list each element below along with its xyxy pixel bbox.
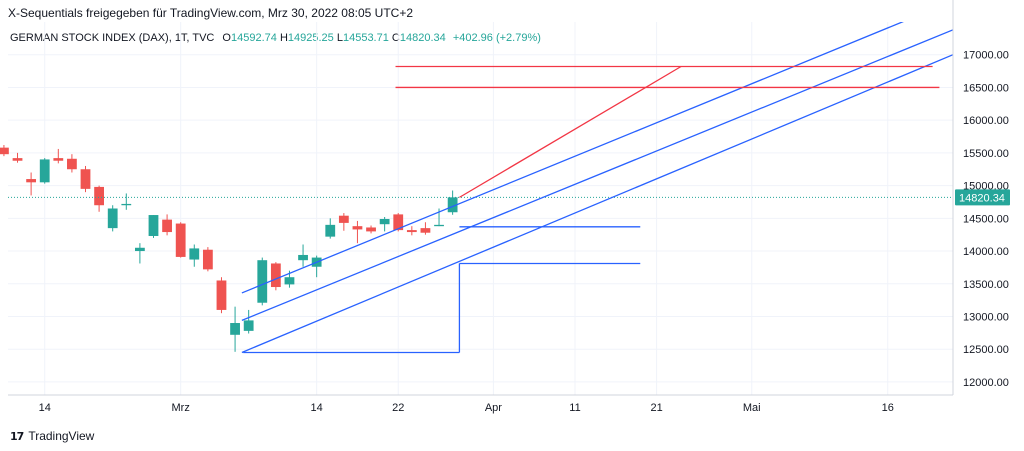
candle-body bbox=[67, 158, 77, 170]
candle-body bbox=[284, 277, 295, 285]
open-value: 14592.74 bbox=[230, 32, 277, 44]
last-price-label: 14820.34 bbox=[959, 192, 1005, 204]
x-tick-label: Mrz bbox=[172, 402, 190, 414]
grid-lines bbox=[8, 22, 953, 395]
candle-body bbox=[107, 208, 118, 229]
drawings bbox=[8, 22, 953, 354]
candle-body bbox=[270, 263, 281, 288]
drawing-group bbox=[241, 22, 953, 354]
x-tick-label: 11 bbox=[569, 402, 580, 414]
share-header: X-Sequentials freigegeben für TradingVie… bbox=[8, 6, 413, 20]
candle-body bbox=[338, 215, 349, 223]
x-tick-label: 14 bbox=[39, 402, 51, 414]
y-tick-label: 17000.00 bbox=[963, 50, 1009, 62]
x-tick-label: 21 bbox=[650, 402, 662, 414]
axes: 12000.00 12500.00 13000.00 13500.00 14000.00… bbox=[8, 0, 1010, 414]
low-value: 14553.71 bbox=[342, 32, 389, 44]
candle-body bbox=[0, 147, 9, 155]
candles bbox=[0, 145, 458, 352]
candle-body bbox=[366, 227, 376, 232]
footer-brand: TradingView bbox=[28, 429, 95, 443]
candle-body bbox=[26, 179, 37, 183]
candle-body bbox=[39, 159, 50, 183]
y-tick-label: 13000.00 bbox=[963, 311, 1009, 323]
x-tick-label: 22 bbox=[392, 402, 404, 414]
candle-body bbox=[175, 223, 186, 257]
candle-body bbox=[406, 230, 417, 233]
close-label: C bbox=[391, 32, 400, 44]
y-tick-label: 16000.00 bbox=[963, 115, 1009, 127]
y-tick-label: 13500.00 bbox=[963, 279, 1009, 291]
candle-body bbox=[393, 214, 404, 231]
candle-body bbox=[298, 254, 308, 261]
x-tick-label: 14 bbox=[311, 402, 323, 414]
candle-body bbox=[230, 323, 240, 335]
candle-body bbox=[12, 158, 23, 161]
last-price-badge bbox=[955, 189, 1010, 206]
symbol-label[interactable]: GERMAN STOCK INDEX (DAX), 1T, TVC bbox=[10, 32, 215, 44]
share-header-text: X-Sequentials freigegeben für TradingVie… bbox=[8, 6, 414, 20]
high-label: H bbox=[279, 32, 288, 44]
candle-body bbox=[243, 320, 254, 331]
y-tick-label: 14000.00 bbox=[963, 246, 1009, 258]
candle-body bbox=[53, 158, 64, 161]
candle-body bbox=[202, 249, 213, 270]
candle-body bbox=[379, 218, 390, 225]
change-value: +402.96 (+2.79%) bbox=[452, 32, 541, 44]
y-tick-label: 12500.00 bbox=[963, 344, 1009, 356]
trend-line bbox=[241, 22, 904, 294]
candle-body bbox=[80, 169, 91, 189]
close-value: 14820.34 bbox=[399, 32, 446, 44]
ohlc-legend: GERMAN STOCK INDEX (DAX), 1T, TVC O14592… bbox=[10, 32, 541, 44]
target-line bbox=[459, 65, 682, 198]
open-label: O bbox=[222, 32, 231, 44]
candle-body bbox=[434, 224, 444, 227]
tradingview-logo-icon: 17 bbox=[10, 429, 24, 443]
x-tick-label: Mai bbox=[743, 402, 761, 414]
candle-body bbox=[352, 226, 363, 230]
footer: 17 TradingView bbox=[10, 429, 94, 443]
x-tick-label: 16 bbox=[882, 402, 894, 414]
candle-body bbox=[447, 197, 458, 213]
y-tick-label: 16500.00 bbox=[963, 82, 1009, 94]
candle-body bbox=[257, 260, 268, 303]
y-tick-label: 14500.00 bbox=[963, 213, 1009, 225]
trend-line bbox=[241, 29, 953, 322]
trend-line bbox=[241, 54, 953, 354]
candle-body bbox=[94, 186, 104, 206]
low-label: L bbox=[336, 32, 343, 44]
candle-body bbox=[148, 215, 159, 236]
y-tick-label: 15500.00 bbox=[963, 148, 1009, 160]
candle-body bbox=[189, 248, 200, 260]
candle-body bbox=[162, 219, 172, 233]
candle-body bbox=[325, 224, 336, 237]
candle-body bbox=[134, 247, 145, 252]
candle-body bbox=[216, 280, 227, 310]
high-value: 14925.25 bbox=[287, 32, 334, 44]
candle-body bbox=[420, 228, 431, 233]
candle-body bbox=[121, 203, 132, 206]
x-tick-label: Apr bbox=[485, 402, 502, 414]
y-tick-label: 12000.00 bbox=[963, 377, 1009, 389]
